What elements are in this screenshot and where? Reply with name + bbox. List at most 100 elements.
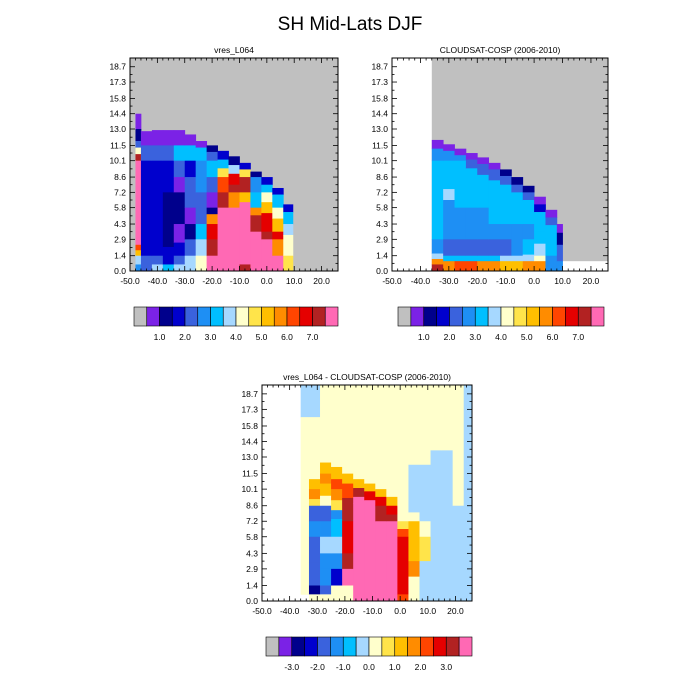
heatmap-cell [545, 238, 558, 257]
heatmap-cell [454, 148, 467, 156]
heatmap-cell [206, 214, 218, 225]
heatmap-cell [320, 585, 332, 595]
heatmap-cell [283, 255, 294, 272]
heatmap-cell [443, 189, 455, 201]
heatmap-cell [452, 505, 465, 602]
colorbar-label: 6.0 [547, 332, 559, 342]
heatmap-cell [386, 385, 398, 498]
y-tick-label: 18.7 [241, 389, 258, 399]
heatmap-cell [386, 505, 398, 515]
heatmap-cell [534, 196, 546, 205]
heatmap-cell [522, 224, 535, 240]
colorbar-swatch [159, 306, 173, 327]
colorbar-label: 7.0 [572, 332, 584, 342]
heatmap-cell [331, 536, 343, 554]
heatmap-cell [364, 500, 376, 507]
heatmap-cell [522, 254, 535, 262]
heatmap-cell [173, 130, 186, 146]
heatmap-cell [465, 168, 478, 209]
heatmap-cell [534, 261, 546, 272]
heatmap-cell [353, 496, 365, 504]
y-tick-label: 4.3 [376, 219, 388, 229]
heatmap-cell [511, 224, 524, 240]
heatmap-cell [162, 160, 175, 193]
heatmap-cell [431, 258, 444, 265]
colorbar-swatch [291, 636, 305, 657]
y-tick-label: 4.3 [114, 219, 126, 229]
figure-title: SH Mid-Lats DJF [278, 14, 423, 35]
colorbar-swatch [445, 636, 460, 657]
colorbar-label: 1.0 [389, 662, 401, 672]
colorbar-swatch [462, 306, 476, 327]
x-tick-label: -20.0 [202, 276, 222, 286]
x-tick-label: 10.0 [554, 276, 571, 286]
heatmap-cell [342, 473, 354, 484]
x-tick-label: -40.0 [148, 276, 168, 286]
heatmap-cell [331, 489, 343, 501]
heatmap-cell [488, 261, 501, 272]
heatmap-cell [140, 160, 153, 257]
heatmap-cell [511, 261, 524, 272]
colorbar-swatch [248, 306, 262, 327]
colorbar-swatch [458, 636, 473, 657]
heatmap-cell [162, 246, 175, 265]
heatmap-cell [228, 173, 240, 186]
heatmap-cell [261, 239, 273, 265]
x-tick-label: -10.0 [496, 276, 516, 286]
heatmap-cell [239, 202, 251, 265]
heatmap-cell [228, 192, 240, 209]
x-tick-label: 0.0 [394, 606, 406, 616]
heatmap-cell [465, 207, 478, 240]
heatmap-cell [397, 536, 409, 595]
y-tick-label: 13.0 [371, 124, 388, 134]
heatmap-cell [173, 224, 186, 243]
x-tick-label: 10.0 [286, 276, 303, 286]
colorbar-swatch [526, 306, 540, 327]
heatmap-cell [195, 255, 208, 272]
y-tick-label: 10.1 [371, 156, 388, 166]
heatmap-cell [184, 207, 197, 225]
heatmap-cell [195, 160, 208, 193]
heatmap-cell [408, 576, 420, 602]
colorbar-label: 5.0 [521, 332, 533, 342]
y-tick-label: 15.8 [109, 93, 126, 103]
heatmap-cell [195, 192, 208, 225]
heatmap-cell [151, 160, 164, 257]
heatmap-cell [250, 177, 262, 193]
heatmap-cell [342, 521, 354, 554]
colorbar-swatch [265, 636, 280, 657]
heatmap-cell [135, 154, 142, 162]
heatmap-cell [443, 239, 455, 257]
y-tick-label: 2.9 [246, 564, 258, 574]
heatmap-cell [261, 192, 273, 203]
panel-observations: CLOUDSAT-COSP (2006-2010) -50.0 -40.0 -30.… [371, 45, 609, 342]
heatmap-cell [217, 192, 229, 209]
heatmap-cell [331, 510, 343, 520]
heatmap-cell [511, 239, 524, 257]
heatmap-cell [283, 212, 294, 225]
heatmap-cell [488, 169, 501, 181]
heatmap-cell [342, 553, 354, 570]
heatmap-cell [140, 255, 153, 272]
heatmap-cell [342, 585, 354, 602]
heatmap-cell [206, 255, 218, 272]
heatmap-cell [308, 489, 321, 500]
heatmap-cell [250, 231, 262, 240]
heatmap-cell [272, 194, 284, 209]
heatmap-cell [308, 385, 321, 418]
y-tick-label: 14.4 [241, 436, 258, 446]
heatmap-cell [135, 264, 142, 272]
y-tick-label: 11.5 [110, 140, 126, 150]
heatmap-cell [320, 553, 332, 570]
heatmap-cell [308, 499, 321, 507]
heatmap-cell [195, 141, 208, 148]
heatmap-cell [465, 239, 478, 257]
heatmap-cell [511, 177, 524, 186]
heatmap-cell [364, 491, 376, 501]
heatmap-cell [261, 231, 273, 240]
heatmap-cell [477, 174, 490, 209]
colorbar-swatch [355, 636, 370, 657]
y-tick-label: 1.4 [376, 251, 388, 261]
y-tick-label: 17.3 [241, 404, 258, 414]
